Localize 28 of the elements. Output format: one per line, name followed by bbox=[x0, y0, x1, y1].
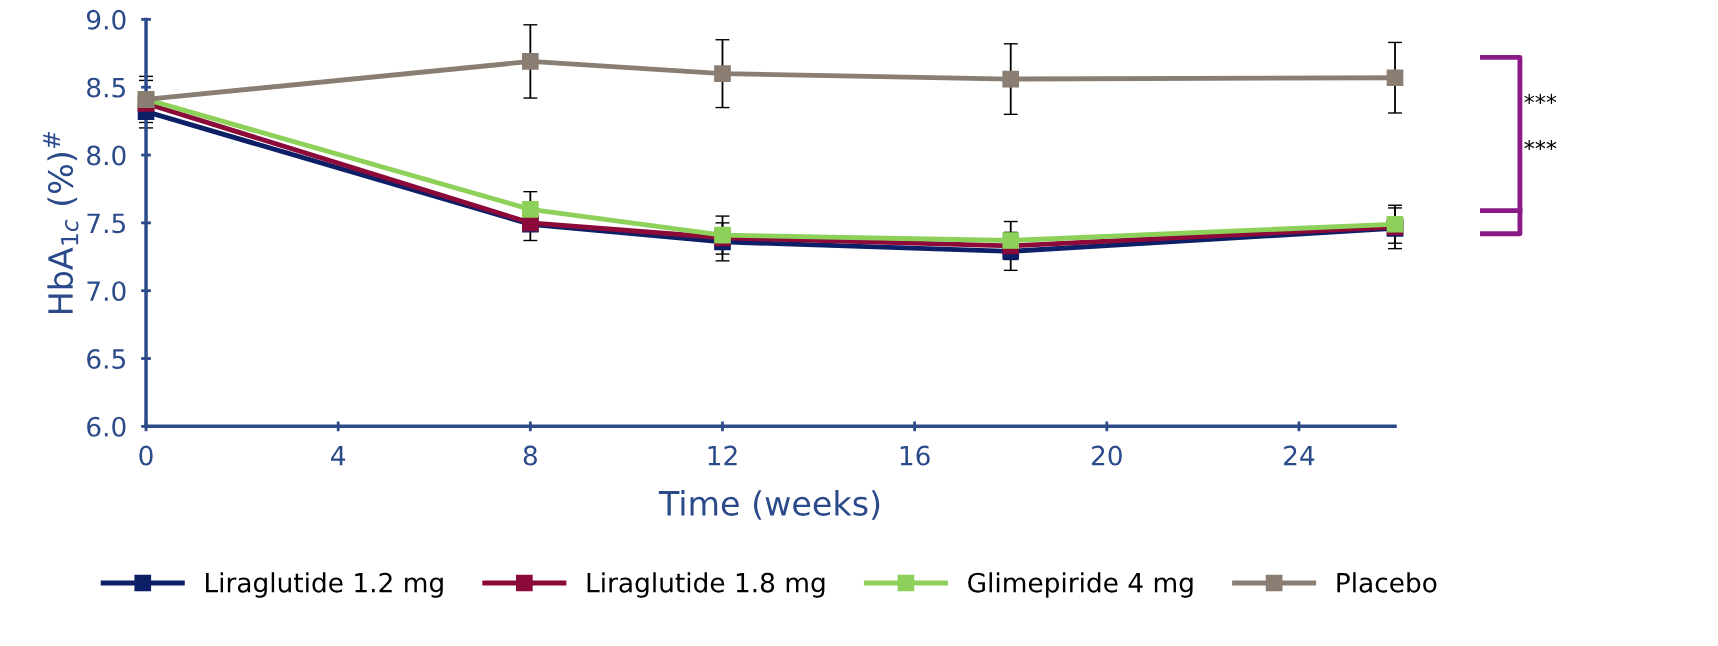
point bbox=[521, 53, 539, 70]
x-tick-label: 0 bbox=[139, 445, 153, 466]
x-tick-label: 4 bbox=[331, 445, 346, 466]
point bbox=[1002, 232, 1020, 249]
x-tick-label: 24 bbox=[1284, 445, 1315, 466]
x-tick-label: 12 bbox=[708, 445, 737, 466]
x-tick-label: 16 bbox=[900, 445, 930, 466]
y-axis-title: HbA$_{1c}$ (%)$^{#}$ bbox=[43, 132, 79, 314]
text: *** bbox=[1524, 139, 1557, 151]
legend-label: Liraglutide 1.8 mg bbox=[587, 572, 825, 598]
legend-label: Glimepiride 4 mg bbox=[968, 572, 1193, 598]
point bbox=[521, 200, 539, 218]
point bbox=[1002, 70, 1020, 88]
point bbox=[714, 65, 731, 82]
text: *** bbox=[1524, 93, 1557, 104]
legend-label: Liraglutide 1.2 mg bbox=[206, 572, 443, 598]
x-tick-label: 8 bbox=[523, 445, 537, 466]
y-tick-label: 7.0 bbox=[87, 281, 126, 302]
y-tick-label: 8.0 bbox=[87, 145, 126, 166]
x-axis-title: Time (weeks) bbox=[658, 490, 880, 520]
y-tick-label: 6.5 bbox=[87, 348, 125, 369]
y-tick-label: 6.0 bbox=[87, 416, 126, 437]
point bbox=[1386, 69, 1404, 87]
y-tick-label: 8.5 bbox=[87, 77, 125, 98]
y-tick-label: 7.5 bbox=[87, 213, 125, 234]
x-tick-label: 20 bbox=[1091, 445, 1122, 466]
y-tick-label: 9.0 bbox=[86, 9, 126, 30]
legend-label: Placebo bbox=[1337, 572, 1437, 593]
